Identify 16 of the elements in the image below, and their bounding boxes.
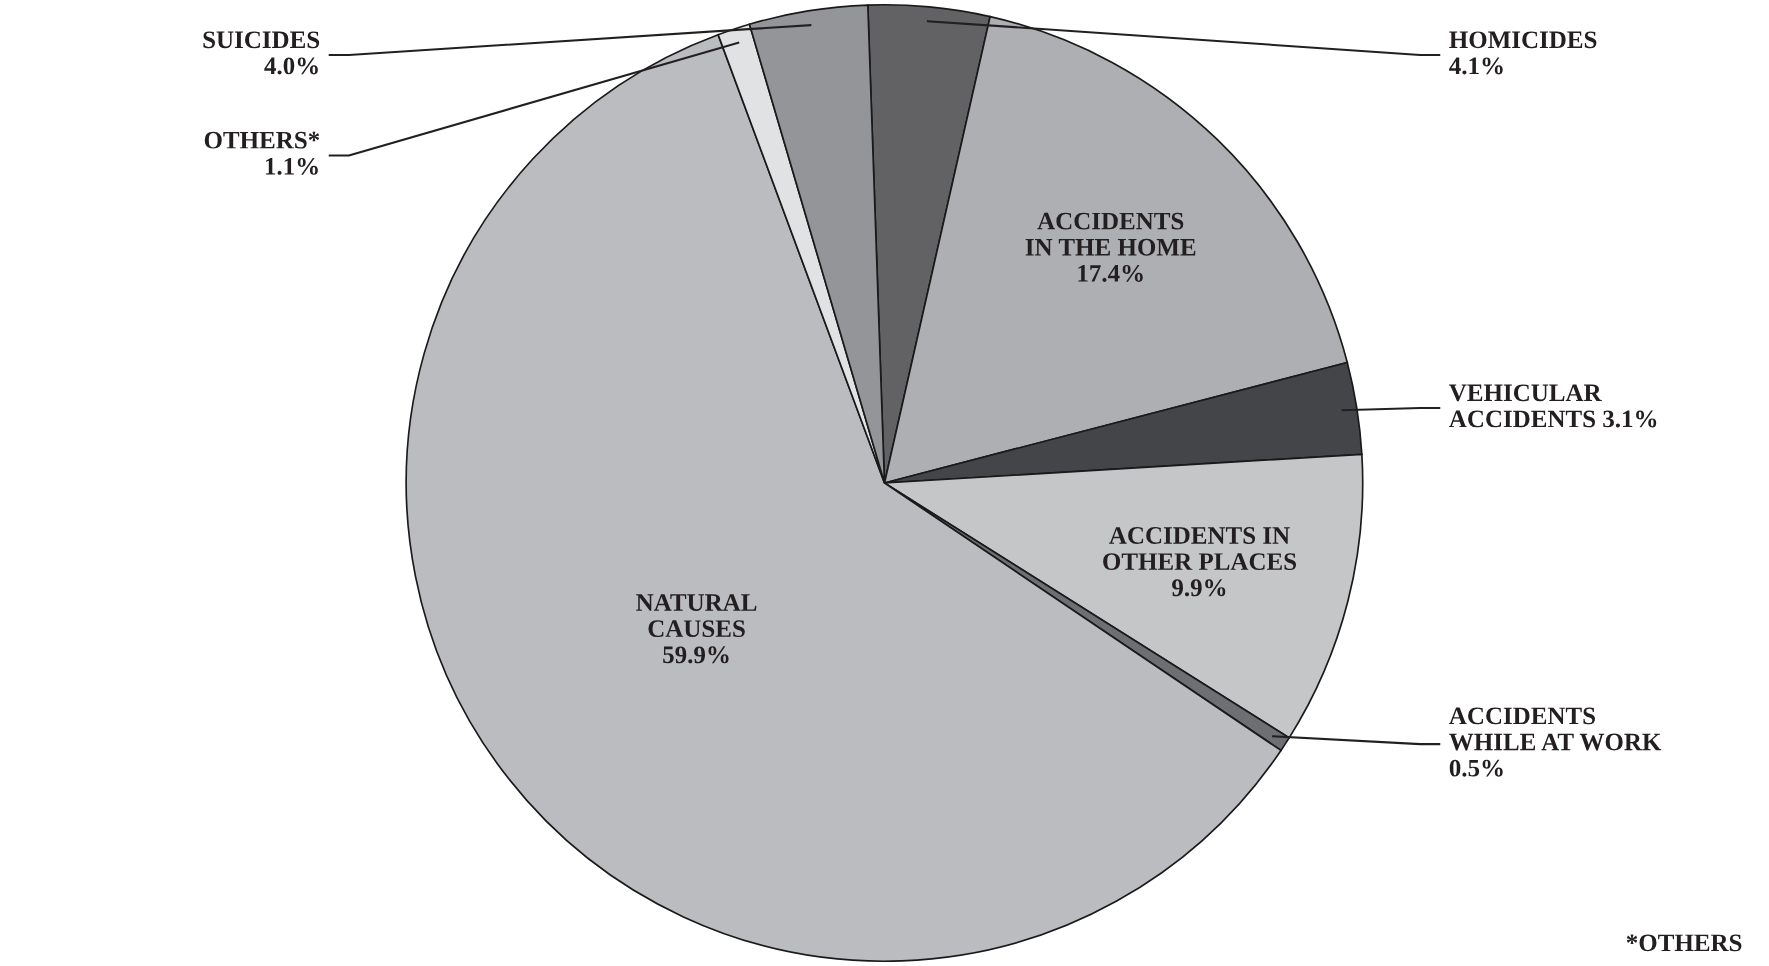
data-label: 4.1% — [1449, 57, 1503, 75]
slice-label: OTHERS* — [204, 131, 320, 149]
data-label: 0.5% — [1449, 759, 1503, 777]
slice-label: NATURAL CAUSES — [636, 594, 757, 638]
slice-label: VEHICULAR ACCIDENTS 3.1% — [1449, 384, 1657, 428]
text: *OTHERS — [1626, 934, 1742, 952]
data-label: 59.9% — [663, 646, 729, 664]
data-label: 4.0% — [264, 57, 318, 75]
slice-label: ACCIDENTS WHILE AT WORK — [1449, 707, 1662, 751]
data-label: 1.1% — [265, 157, 318, 175]
data-label: 17.4% — [1078, 264, 1143, 282]
slice-label: SUICIDES — [203, 31, 320, 49]
slice-label: ACCIDENTS IN THE HOME — [1025, 212, 1196, 256]
slice-label: ACCIDENTS IN OTHER PLACES — [1103, 527, 1297, 571]
slice-label: HOMICIDES — [1449, 31, 1597, 49]
data-label: 9.9% — [1172, 579, 1226, 597]
